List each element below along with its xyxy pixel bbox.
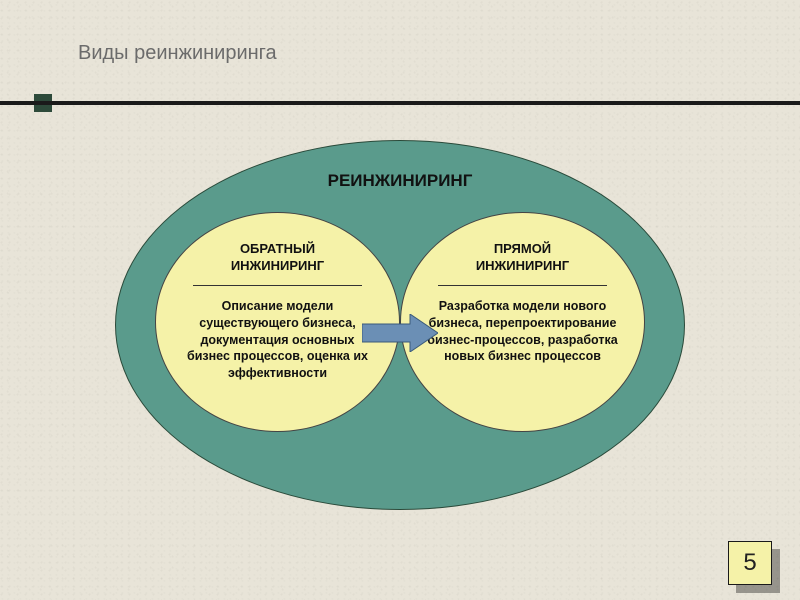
outer-ellipse-label: РЕИНЖИНИРИНГ	[0, 171, 800, 191]
left-divider	[193, 285, 362, 286]
page-number: 5	[743, 549, 756, 577]
right-divider	[438, 285, 607, 286]
arrow-right-icon	[362, 314, 438, 352]
page-number-badge: 5	[728, 541, 772, 585]
right-title-line1: ПРЯМОЙ	[494, 241, 551, 256]
arrow-shape	[362, 314, 438, 352]
left-title-line2: ИНЖИНИРИНГ	[231, 258, 324, 273]
right-title-line2: ИНЖИНИРИНГ	[476, 258, 569, 273]
left-title-line1: ОБРАТНЫЙ	[240, 241, 315, 256]
left-ellipse-title: ОБРАТНЫЙ ИНЖИНИРИНГ	[178, 241, 377, 275]
left-ellipse-description: Описание модели существующего бизнеса, д…	[178, 298, 377, 382]
slide-title: Виды реинжиниринга	[78, 42, 277, 65]
right-ellipse-title: ПРЯМОЙ ИНЖИНИРИНГ	[423, 241, 622, 275]
horizontal-rule	[0, 101, 800, 105]
right-ellipse-description: Разработка модели нового бизнеса, перепр…	[423, 298, 622, 366]
